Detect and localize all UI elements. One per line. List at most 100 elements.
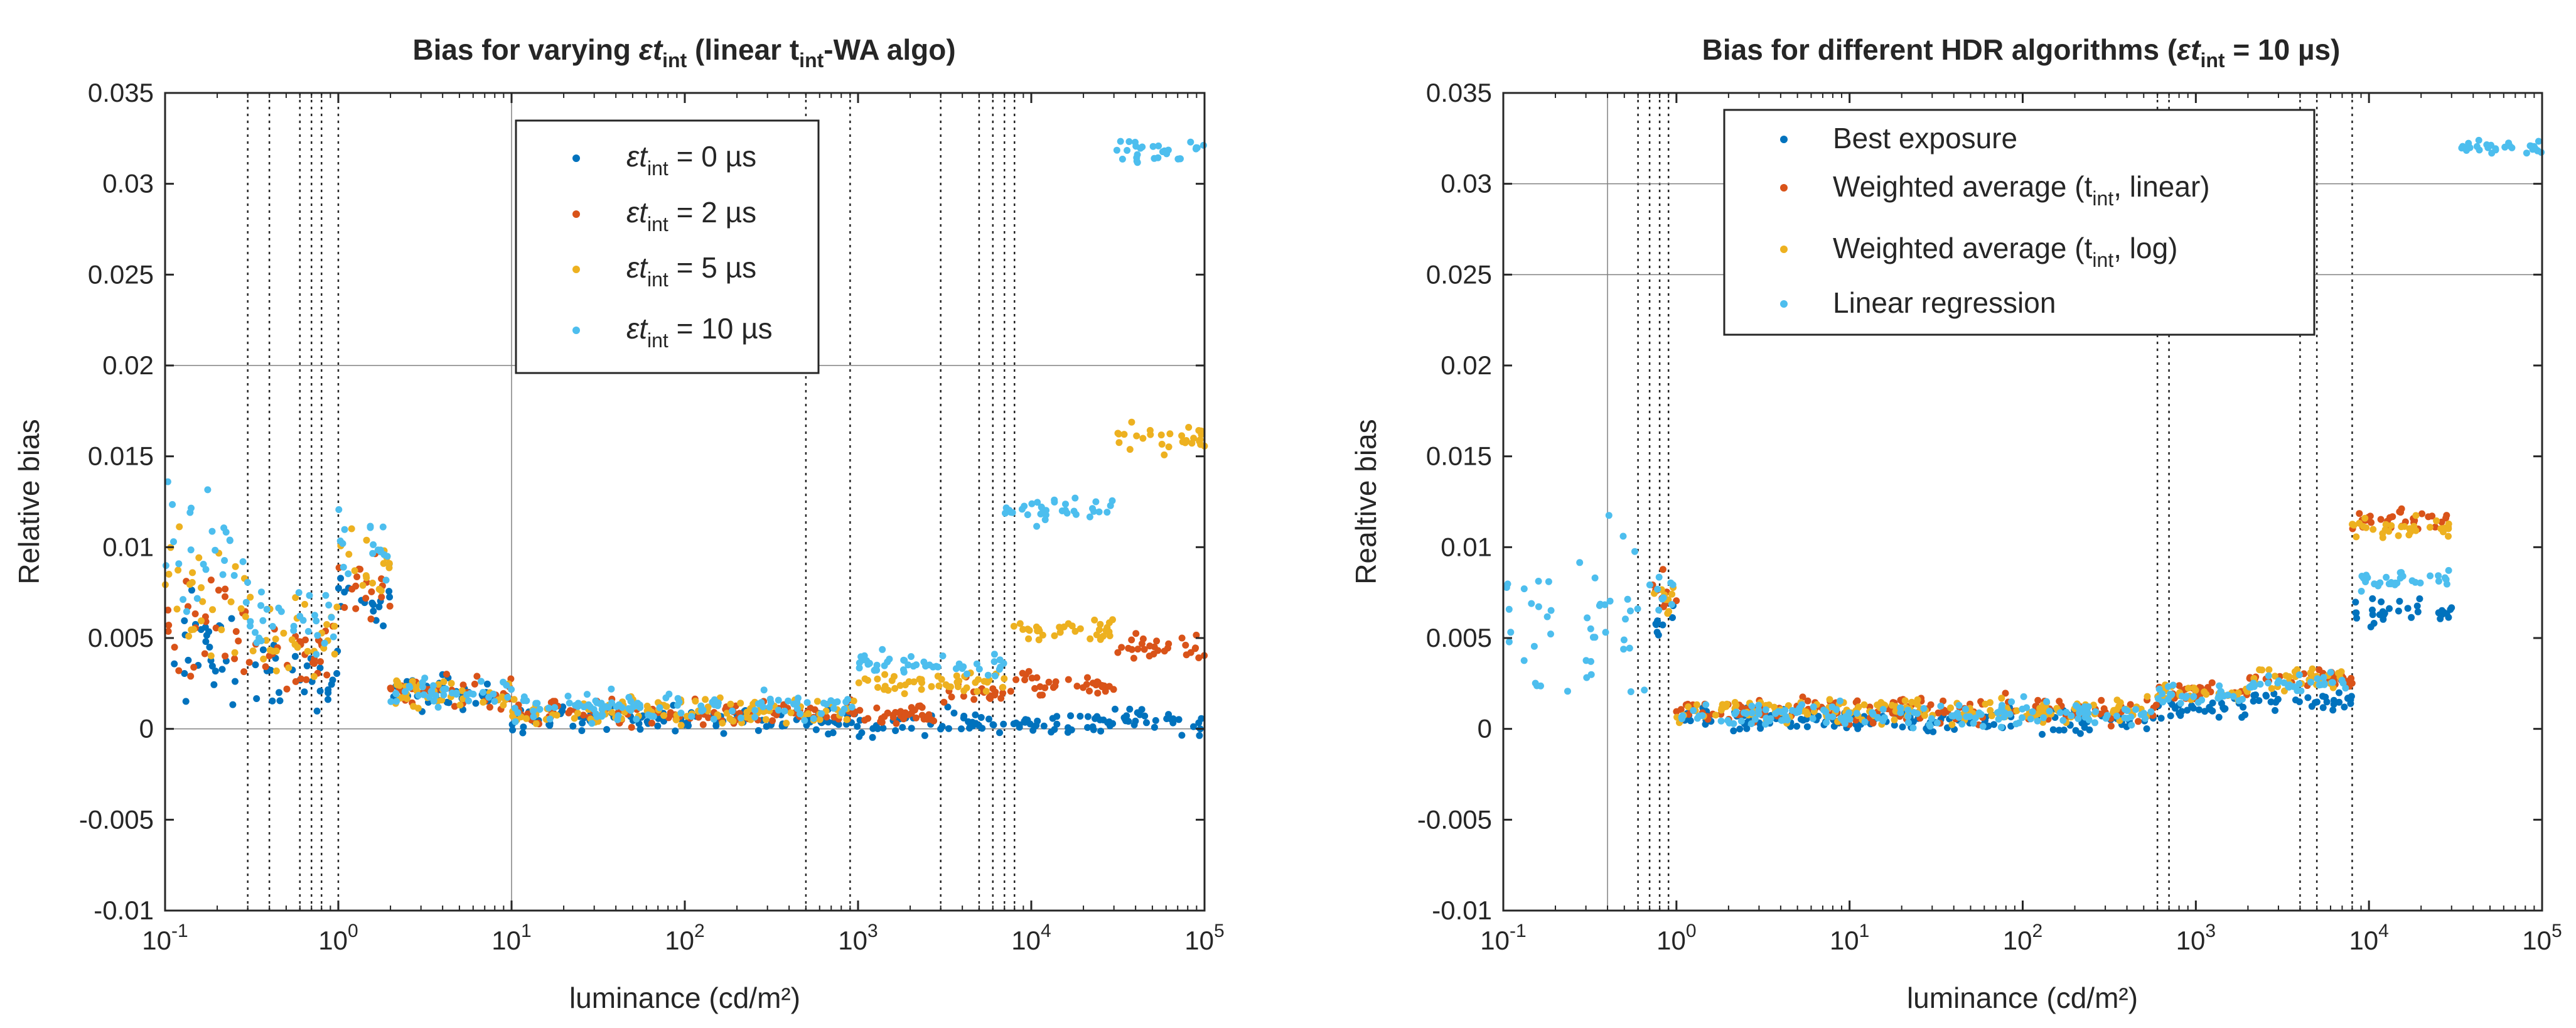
data-point [873,661,881,669]
data-point [242,598,250,606]
data-point [2356,510,2363,517]
data-point [2092,708,2100,715]
data-point [443,698,451,706]
data-point [510,696,518,703]
data-point [1095,508,1103,516]
data-point [370,607,377,615]
data-point [1130,654,1137,662]
data-point [2147,708,2155,715]
data-point [2115,703,2123,710]
data-point [175,667,183,674]
data-point [896,682,904,690]
data-point [459,681,467,689]
data-point [378,593,385,601]
data-point [532,700,540,707]
data-point [855,679,862,686]
data-point [1192,145,1199,153]
data-point [266,646,274,654]
data-point [2020,693,2027,700]
data-point [2369,595,2376,602]
data-point [1861,718,1869,726]
data-point [1038,504,1045,511]
data-point [2368,519,2375,526]
data-point [262,637,270,644]
data-point [2370,620,2378,627]
data-point [928,683,935,690]
x-tick-label: 102 [665,921,704,955]
data-point [325,686,332,693]
data-point [1823,719,1830,727]
data-point [369,549,377,557]
data-point [2123,707,2131,715]
data-point [571,715,578,722]
data-point [340,563,347,571]
data-point [2437,525,2445,533]
data-point [297,675,304,683]
data-point [215,587,222,594]
data-point [504,693,512,701]
data-point [1028,674,1036,682]
data-point [2128,722,2135,729]
data-point [2238,696,2246,703]
data-point [2167,712,2174,720]
data-point [2416,595,2423,602]
data-point [2378,598,2385,605]
data-point [934,663,942,671]
data-point [565,709,572,717]
data-point [1908,698,1916,706]
data-point [1655,607,1663,614]
data-point [1165,711,1173,718]
data-point [451,703,458,710]
data-point [296,612,304,620]
data-point [2164,683,2172,690]
data-point [842,698,850,706]
data-point [185,632,193,640]
data-point [1620,636,1628,644]
data-point [945,725,952,732]
data-point [2013,707,2021,715]
data-point [2398,505,2405,512]
data-point [247,593,254,601]
data-point [1120,431,1128,438]
data-point [2396,569,2404,576]
data-point [899,723,906,731]
data-point [1149,143,1157,150]
data-point [1133,432,1140,440]
data-point [259,617,267,624]
data-point [292,678,299,685]
data-point [990,651,998,658]
data-point [984,671,992,679]
left-scatter-points [161,138,1208,741]
data-point [1748,702,1756,710]
data-point [656,704,663,711]
data-point [1195,427,1203,434]
data-point [2100,705,2108,712]
data-point [357,566,364,573]
data-point [295,589,303,597]
data-point [662,694,670,701]
data-point [1091,616,1098,624]
data-point [2034,717,2041,725]
data-point [2442,514,2450,522]
y-tick-label: 0.03 [1441,169,1492,198]
data-point [290,622,298,630]
y-tick-label: 0.035 [1426,78,1492,107]
data-point [2265,672,2272,679]
data-point [1095,626,1103,634]
data-point [369,580,376,587]
data-point [807,705,814,711]
data-point [1659,621,1666,629]
data-point [1731,699,1739,706]
data-point [321,639,328,647]
data-point [1737,717,1745,725]
data-point [762,716,770,723]
data-point [442,685,449,693]
data-point [908,725,915,732]
y-tick-label: 0 [1478,714,1492,744]
data-point [386,602,394,610]
data-point [545,721,553,728]
data-point [984,678,991,686]
data-point [1179,438,1186,445]
data-point [2395,607,2402,615]
data-point [1140,646,1148,653]
